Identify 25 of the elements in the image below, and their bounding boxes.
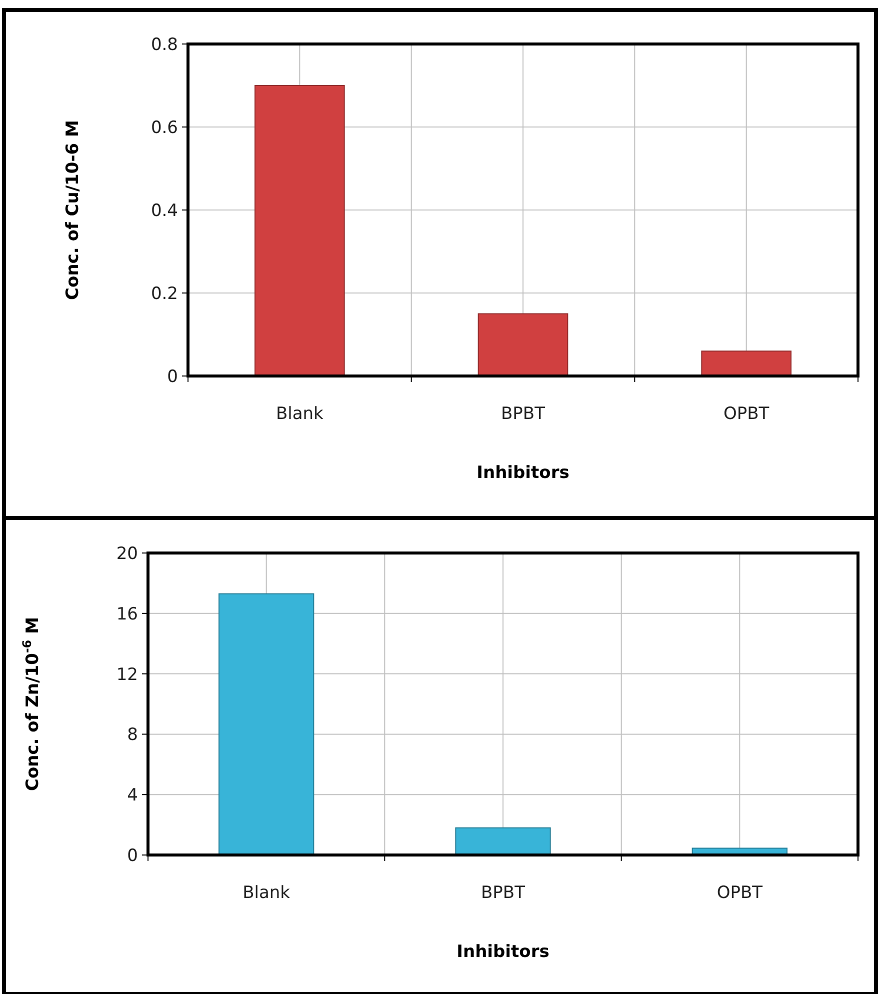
x-tick-label: BPBT [481,883,526,903]
y-tick-label: 0.8 [150,34,178,55]
y-tick-label: 8 [127,725,138,746]
y-tick-label: 0.6 [150,118,178,138]
bar [254,85,345,376]
y-tick-label: 0 [127,846,138,866]
x-tick-label: BPBT [501,404,546,424]
bar [455,827,551,856]
x-tick-label: OPBT [723,404,770,424]
y-tick-label: 12 [116,664,138,685]
x-tick-label: OPBT [716,883,764,903]
x-axis-title: Inhibitors [476,463,570,483]
y-tick-label: 16 [116,604,138,624]
y-tick-label: 0.2 [150,284,178,304]
bar [701,350,792,376]
bar [218,593,314,856]
y-tick-label: 20 [116,544,138,564]
x-axis-title: Inhibitors [456,942,550,962]
x-tick-label: Blank [242,883,290,903]
bar [478,313,568,376]
y-tick-label: 0.4 [150,200,178,221]
y-tick-label: 0 [167,366,178,387]
y-tick-label: 4 [127,786,138,806]
y-axis-title: Conc. of Cu/10-6 M [63,120,83,300]
x-tick-label: Blank [276,404,324,424]
